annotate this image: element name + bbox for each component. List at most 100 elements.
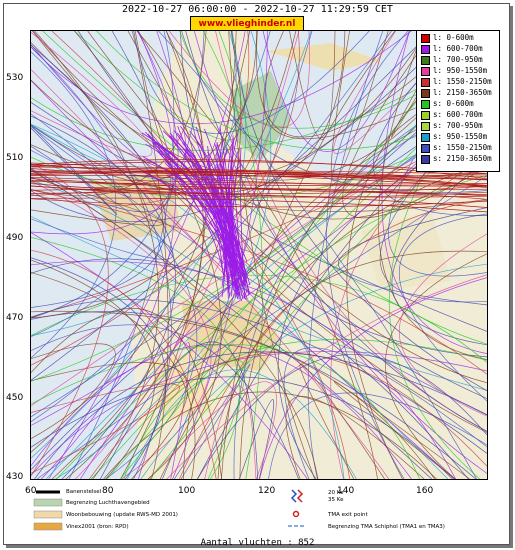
flight-track xyxy=(195,126,245,286)
legend-item: s: 600-700m xyxy=(421,110,483,120)
legend-swatch xyxy=(421,88,430,98)
flight-track xyxy=(221,31,396,479)
flight-track xyxy=(31,31,271,338)
flight-track xyxy=(283,347,487,479)
y-tick: 530 xyxy=(6,73,24,83)
flight-track xyxy=(68,31,175,479)
flight-track xyxy=(31,249,217,479)
flight-track xyxy=(140,263,487,479)
flight-track xyxy=(225,149,240,296)
legend-item: s: 950-1550m xyxy=(421,132,487,142)
flight-track xyxy=(31,180,487,187)
housing-south xyxy=(151,351,211,421)
flight-track xyxy=(326,31,409,479)
flight-track xyxy=(299,363,385,479)
ke20-label: 20 Ke xyxy=(328,490,344,496)
legend-item: l: 2150-3650m xyxy=(421,88,492,98)
x-tick: 120 xyxy=(258,486,276,496)
runway-label: Banenstelsel xyxy=(66,489,102,495)
x-tick: 160 xyxy=(416,486,434,496)
legend-item: l: 600-700m xyxy=(421,44,483,54)
flight-track xyxy=(31,344,420,479)
flight-track xyxy=(174,363,251,479)
flight-track xyxy=(262,31,410,152)
flight-track xyxy=(147,134,224,276)
legend-item: l: 0-600m xyxy=(421,33,474,43)
flight-track xyxy=(31,272,196,479)
flight-track xyxy=(285,395,425,479)
flight-track xyxy=(31,172,487,186)
flight-track xyxy=(31,351,487,476)
flight-track xyxy=(31,31,392,422)
period-title: 2022-10-27 06:00:00 - 2022-10-27 11:29:5… xyxy=(122,4,393,15)
map-key: Banenstelsel Begrenzing Luchthavengebied… xyxy=(30,486,486,542)
flight-track xyxy=(147,133,250,293)
flight-track xyxy=(193,31,487,474)
ke35-label: 35 Ke xyxy=(328,497,344,503)
flight-track xyxy=(32,31,487,220)
legend-item: l: 700-950m xyxy=(421,55,483,65)
flight-track xyxy=(31,376,453,479)
flight-track xyxy=(120,31,207,479)
tma-exit-label: TMA exit point xyxy=(328,512,368,518)
flight-track xyxy=(133,31,169,479)
tma-exit-symbol xyxy=(292,510,300,518)
flight-track xyxy=(197,354,487,479)
flight-track xyxy=(228,132,248,300)
flight-track xyxy=(31,31,428,179)
y-tick: 490 xyxy=(6,233,24,243)
flight-track xyxy=(74,31,240,141)
legend-swatch xyxy=(421,33,430,43)
flight-track xyxy=(183,153,242,302)
flight-track xyxy=(31,31,412,125)
legend-swatch xyxy=(421,55,430,65)
flight-track xyxy=(31,123,345,479)
flight-track xyxy=(289,31,336,140)
flight-track xyxy=(31,216,487,391)
legend-item: s: 700-950m xyxy=(421,121,483,131)
flight-track xyxy=(181,31,487,194)
map-key-symbols xyxy=(33,489,306,531)
housing-symbol xyxy=(33,510,63,519)
legend-swatch xyxy=(421,132,430,142)
legend-item: l: 1550-2150m xyxy=(421,77,492,87)
flight-track xyxy=(75,31,300,479)
flight-track xyxy=(31,179,487,191)
flight-track xyxy=(179,200,487,479)
y-tick: 450 xyxy=(6,393,24,403)
y-tick: 430 xyxy=(6,472,24,482)
altitude-legend: l: 0-600m l: 600-700m l: 700-950m l: 950… xyxy=(416,30,500,172)
flight-track xyxy=(31,31,207,197)
airport-boundary-label: Begrenzing Luchthavengebied xyxy=(66,500,150,506)
flight-track xyxy=(31,31,312,459)
legend-item: s: 2150-3650m xyxy=(421,154,492,164)
flight-track xyxy=(77,31,487,399)
flight-track xyxy=(31,164,487,178)
legend-swatch xyxy=(421,77,430,87)
x-tick: 80 xyxy=(102,486,114,496)
flight-track xyxy=(31,189,487,375)
vinex-symbol xyxy=(33,522,63,531)
flight-count: Aantal vluchten : 852 xyxy=(200,538,315,548)
flight-track xyxy=(307,31,384,479)
flight-track xyxy=(99,341,259,479)
flight-track xyxy=(230,31,487,392)
flight-track xyxy=(229,137,244,299)
flight-track-map[interactable] xyxy=(30,30,488,480)
x-tick: 60 xyxy=(25,486,37,496)
flight-track xyxy=(31,198,487,208)
flight-track xyxy=(31,324,299,479)
flight-track xyxy=(31,237,241,479)
flight-track xyxy=(31,183,487,198)
flight-track xyxy=(31,257,167,479)
flight-track xyxy=(158,31,478,479)
flight-track xyxy=(31,185,487,198)
flight-track xyxy=(391,158,487,346)
housing-label: Woonbebouwing (update RWS-MD 2001) xyxy=(66,512,178,518)
flight-track xyxy=(87,31,487,384)
flight-track xyxy=(162,31,313,479)
flight-track xyxy=(31,126,487,416)
flight-track xyxy=(31,362,188,479)
flight-track xyxy=(51,31,351,479)
flight-track xyxy=(141,132,237,298)
